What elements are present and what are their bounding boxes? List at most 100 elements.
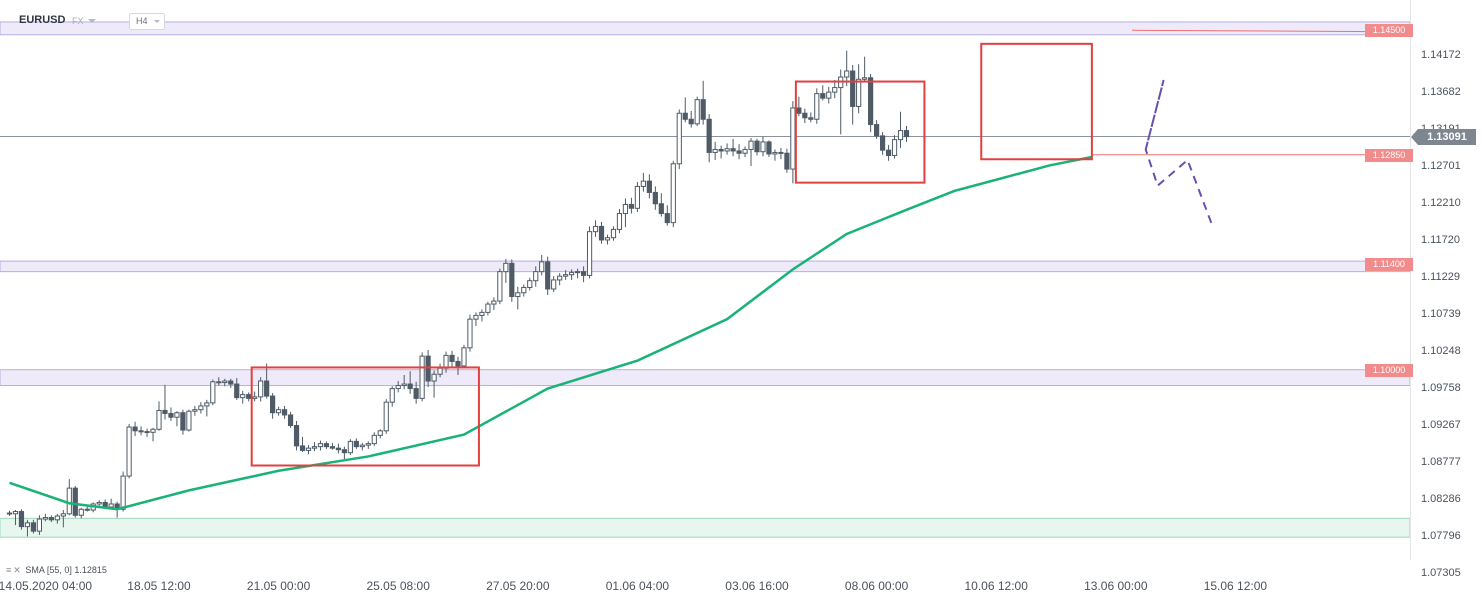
candle — [60, 510, 66, 528]
current-price-tag: 1.13091 — [1411, 128, 1476, 145]
candle — [640, 172, 646, 192]
candle — [897, 111, 904, 148]
candle-body-down — [730, 148, 736, 152]
candle — [120, 471, 126, 512]
horizontal-zones — [0, 21, 1411, 538]
timeframe-select[interactable]: H4 — [129, 13, 165, 30]
candle — [30, 519, 37, 534]
candle — [592, 220, 599, 237]
price-axis-tick: 1.08777 — [1421, 455, 1461, 468]
candle — [784, 148, 790, 173]
candle-body-up — [844, 70, 850, 78]
candle — [144, 428, 150, 437]
candle — [413, 381, 419, 404]
candle-body-up — [311, 446, 318, 449]
price-axis-tick: 1.09267 — [1421, 419, 1461, 431]
candle-body-down — [323, 443, 330, 448]
candle — [264, 363, 270, 399]
candle-body-up — [78, 508, 84, 516]
candle — [891, 135, 898, 159]
candle — [72, 485, 78, 518]
candle — [491, 297, 497, 311]
candle — [473, 312, 479, 326]
candle-body-up — [479, 311, 485, 316]
candle-body-up — [359, 444, 365, 448]
candle-body-down — [234, 383, 240, 399]
candle-body-up — [670, 163, 676, 224]
candle — [341, 446, 347, 460]
candle — [485, 301, 491, 316]
candle-body-down — [287, 414, 294, 427]
menu-icon[interactable]: ≡ — [6, 565, 12, 575]
consolidation-box — [980, 42, 1093, 161]
candle — [228, 378, 234, 388]
candle-body-down — [879, 135, 886, 151]
candle-body-up — [42, 517, 48, 520]
candle — [658, 193, 664, 217]
candle — [820, 85, 826, 101]
candle — [664, 205, 670, 226]
resistance-zone — [0, 260, 1411, 273]
candle-body-up — [826, 91, 832, 99]
chevron-down-icon — [154, 20, 160, 23]
candle — [856, 64, 862, 114]
candle — [78, 507, 84, 519]
candle-body-up — [12, 511, 19, 515]
candle-body-up — [96, 501, 102, 505]
indicator-legend[interactable]: ≡ ✕ SMA [55, 0] 1.12815 — [6, 565, 107, 576]
candle — [18, 509, 25, 530]
candle-body-down — [658, 203, 664, 215]
candle-body-up — [461, 347, 467, 367]
level-lines — [1091, 29, 1411, 156]
candle — [885, 144, 892, 161]
candle-body-up — [467, 318, 473, 349]
candle-body-up — [150, 428, 156, 433]
candle — [132, 421, 138, 437]
candle — [42, 513, 48, 522]
candle-body-up — [563, 274, 569, 277]
candle — [168, 407, 174, 422]
candle — [545, 256, 551, 296]
candle — [156, 401, 162, 431]
candle — [766, 140, 772, 157]
candle-body-up — [676, 112, 682, 165]
candle — [610, 226, 617, 241]
candle — [455, 356, 461, 375]
candle — [102, 499, 108, 508]
close-icon[interactable]: ✕ — [13, 565, 21, 575]
indicator-label: SMA [55, 0] 1.12815 — [25, 565, 107, 575]
candle — [712, 141, 718, 161]
candle-body-up — [772, 151, 778, 155]
candle — [586, 226, 593, 279]
candle-body-up — [497, 271, 503, 302]
candle-body-up — [527, 280, 533, 288]
candle — [814, 88, 820, 124]
candle-body-up — [276, 409, 282, 414]
candle-body-up — [891, 139, 898, 156]
candle — [365, 441, 371, 449]
candle-body-up — [557, 275, 563, 281]
candle-body-down — [628, 204, 635, 209]
candle — [874, 120, 880, 139]
candle-body-up — [437, 367, 443, 375]
sma-line — [9, 155, 1093, 511]
time-axis-tick: 27.05 20:00 — [486, 579, 550, 593]
candle-body-down — [545, 261, 551, 290]
candle — [479, 309, 485, 322]
candle-body-down — [144, 431, 150, 434]
candle-body-up — [473, 314, 479, 320]
candle — [748, 138, 754, 167]
candle-body-up — [371, 434, 377, 445]
price-axis-tick: 1.10248 — [1421, 345, 1461, 357]
candle-body-up — [760, 141, 766, 153]
candle — [646, 174, 652, 199]
candle-body-down — [413, 388, 419, 399]
candle-body-down — [30, 522, 37, 532]
candle-body-down — [736, 150, 742, 154]
candle-body-down — [652, 191, 658, 205]
candle — [676, 109, 682, 170]
candle — [808, 112, 814, 123]
candle-body-down — [270, 395, 276, 414]
candle-body-down — [6, 512, 13, 515]
